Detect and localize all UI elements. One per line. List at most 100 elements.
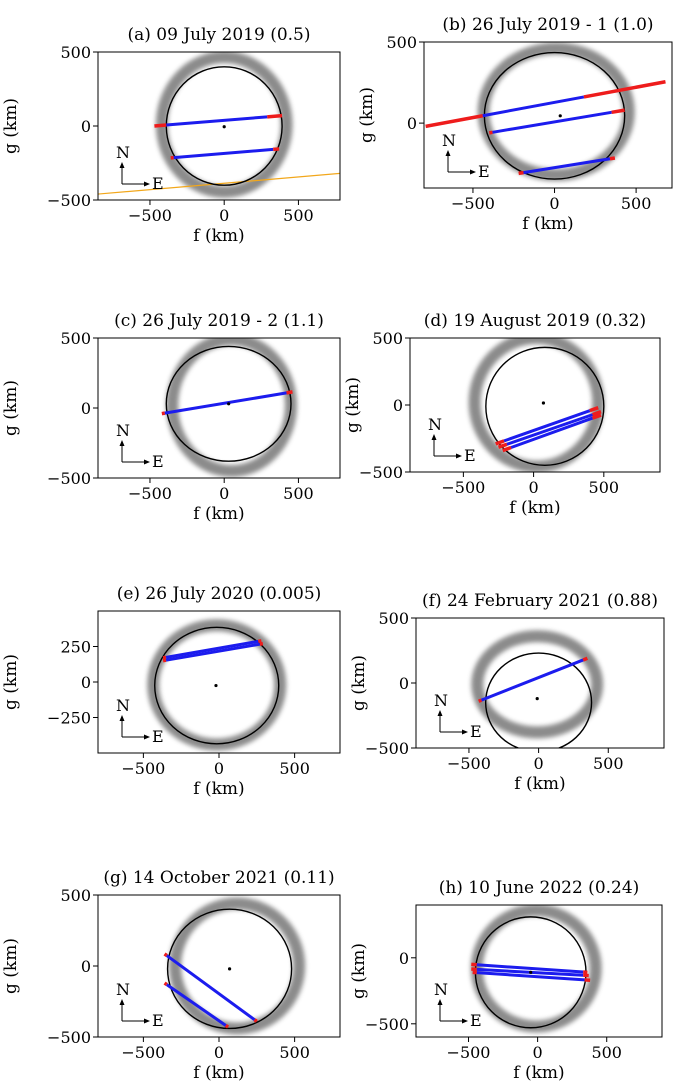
chord-segment-red [488, 130, 493, 135]
chord-segment-blue [165, 639, 259, 659]
chord-segment-red [497, 442, 508, 449]
chord-segment-blue [476, 963, 584, 974]
east-arrow-icon [144, 459, 150, 465]
fitted-ellipse [165, 345, 292, 462]
y-tick-label: −500 [365, 1015, 409, 1034]
x-tick-label: 0 [529, 478, 539, 497]
chord-segment-red [163, 952, 168, 958]
panel-title: (h) 10 June 2022 (0.24) [439, 878, 640, 898]
x-tick-label: 0 [214, 759, 224, 778]
x-axis-label: f (km) [513, 1063, 564, 1083]
centroid-point [558, 114, 562, 118]
east-label: E [152, 727, 164, 746]
chord-segment-red [425, 114, 484, 129]
panel-title: (d) 19 August 2019 (0.32) [424, 311, 646, 331]
chord-segment-blue [173, 147, 274, 160]
plot-area [470, 905, 602, 1033]
east-label: E [152, 174, 164, 193]
panel-b: −500 0 500 0 500 (b) 26 July 2019 - 1 (1.0) f … [357, 15, 673, 234]
x-axis-label: f (km) [193, 779, 244, 799]
compass-rose: NE [434, 691, 482, 741]
chord-segment-red [258, 639, 262, 644]
x-tick-label: 0 [534, 754, 544, 773]
chord-segment-blue [165, 954, 256, 1021]
y-tick-label: −500 [47, 1028, 91, 1047]
chord-segment-red [253, 1018, 258, 1023]
y-axis-label: g (km) [1, 654, 21, 710]
chord-segment-red [583, 80, 666, 99]
chord-segment-blue [476, 971, 585, 982]
y-tick-label: −500 [47, 469, 91, 488]
panel-title: (b) 26 July 2019 - 1 (1.0) [442, 15, 653, 35]
north-label: N [116, 980, 130, 999]
x-tick-label: 0 [214, 1043, 224, 1062]
reference-line [98, 172, 340, 195]
x-tick-label: −500 [447, 754, 491, 773]
chord-segment-blue [523, 157, 611, 175]
plot-area [161, 338, 297, 477]
east-label: E [152, 1011, 164, 1030]
chord-segment-red [502, 445, 512, 453]
y-tick-label: 500 [378, 609, 409, 628]
chord-segment-red [611, 108, 625, 115]
north-label: N [428, 415, 442, 434]
y-axis-label: g (km) [349, 655, 369, 711]
chord-segment-red [589, 406, 599, 413]
shadow-band [471, 630, 604, 739]
y-tick-label: 0 [81, 117, 91, 136]
north-label: N [442, 131, 456, 150]
chord-segment-red [154, 123, 167, 128]
chord-segment-red [495, 439, 505, 446]
y-tick-label: 0 [81, 673, 91, 692]
chord-segment-blue [480, 658, 584, 702]
chord-segment-red [162, 655, 167, 660]
north-arrow-icon [437, 710, 443, 716]
x-tick-label: 0 [219, 484, 229, 503]
chord-segment-blue [506, 413, 594, 446]
east-label: E [152, 452, 164, 471]
panel-g: −500 0 500 −500 0 500 (g) 14 October 2021 (0.1… [1, 868, 341, 1083]
fitted-ellipse [166, 908, 293, 1030]
y-tick-label: 500 [386, 33, 417, 52]
y-axis-label: g (km) [1, 938, 21, 994]
y-axis-label: g (km) [357, 87, 377, 143]
panel-title: (c) 26 July 2019 - 2 (1.1) [114, 311, 324, 331]
panel-d: −500 0 500 −500 0 500 (d) 19 August 2019 (0.32… [343, 311, 661, 518]
plot-area [471, 630, 604, 748]
x-tick-label: −500 [128, 206, 172, 225]
centroid-point [529, 970, 533, 974]
panel-title: (f) 24 February 2021 (0.88) [422, 591, 658, 611]
y-tick-label: 0 [399, 674, 409, 693]
plot-area [425, 42, 666, 182]
panel-title: (e) 26 July 2020 (0.005) [117, 584, 322, 604]
chord-segment-red [592, 410, 602, 417]
east-arrow-icon [462, 729, 468, 735]
north-arrow-icon [119, 162, 125, 168]
chord-segment-red [609, 156, 616, 161]
y-tick-label: 500 [60, 329, 91, 348]
centroid-point [214, 683, 218, 688]
x-axis-label: f (km) [514, 774, 565, 794]
north-label: N [116, 143, 130, 162]
east-label: E [464, 446, 476, 465]
axes-frame [423, 41, 673, 189]
y-tick-label: 0 [393, 396, 403, 415]
y-tick-label: −500 [359, 463, 403, 482]
panel-f: −500 0 500 −500 0 500 (f) 24 February 2021 (0.… [349, 591, 665, 794]
chord-segment-red [478, 698, 483, 703]
north-arrow-icon [437, 999, 443, 1005]
east-arrow-icon [470, 169, 476, 175]
x-axis-label: f (km) [509, 498, 560, 518]
x-axis-label: f (km) [193, 504, 244, 524]
shadow-band [477, 42, 635, 182]
chord-segment-red [582, 656, 589, 662]
y-axis-label: g (km) [349, 943, 369, 999]
axes-frame [97, 610, 341, 754]
y-tick-label: 0 [407, 114, 417, 133]
chord-segment-blue [165, 642, 261, 662]
chord-segment-blue [492, 110, 612, 134]
x-tick-label: 500 [283, 206, 314, 225]
chord-segment-blue [482, 95, 585, 118]
north-arrow-icon [431, 434, 437, 440]
panel-h: −500 0 500 −500 0 (h) 10 June 2022 (0.24) f (k… [349, 878, 663, 1083]
